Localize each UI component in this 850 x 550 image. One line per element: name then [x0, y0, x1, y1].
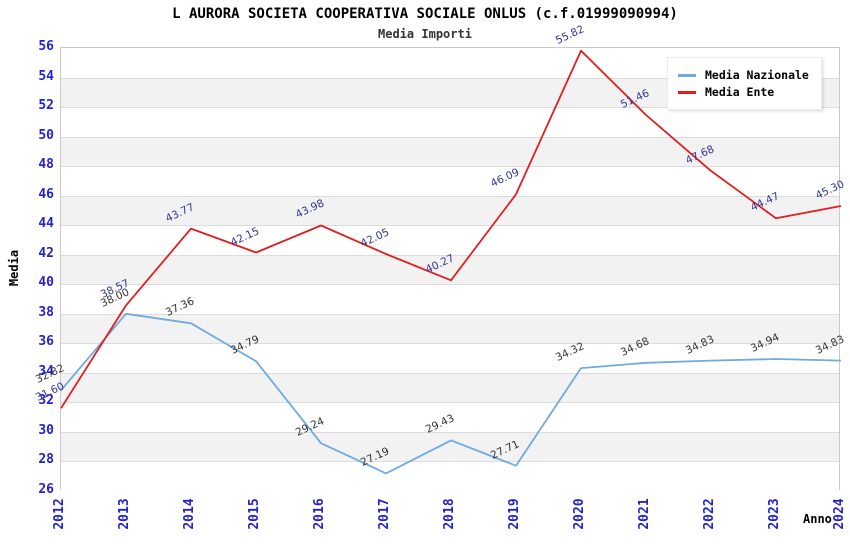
x-tick-label: 2014: [182, 498, 197, 530]
grid-band: [61, 195, 839, 226]
gridline: [61, 343, 839, 345]
x-tick-label: 2022: [702, 498, 717, 530]
gridline: [61, 402, 839, 404]
legend-label: Media Nazionale: [705, 68, 809, 82]
y-tick-label: 52: [38, 98, 54, 114]
x-tick-label: 2018: [442, 498, 457, 530]
legend-item: Media Ente: [678, 85, 809, 99]
chart-subtitle: Media Importi: [378, 27, 472, 41]
series-lines: [60, 49, 842, 475]
gridline: [61, 166, 839, 168]
grid-band: [61, 107, 839, 137]
gridline: [61, 254, 839, 256]
grid-band: [61, 431, 839, 462]
x-tick-label: 2023: [767, 498, 782, 530]
x-tick-label: 2013: [117, 498, 132, 530]
gridline: [61, 225, 839, 227]
y-tick-label: 56: [38, 39, 54, 54]
y-axis-title: Media: [7, 249, 21, 287]
gridline: [61, 313, 839, 315]
legend: Media Nazionale Media Ente: [667, 57, 822, 110]
y-tick-label: 28: [38, 452, 54, 468]
gridline: [61, 284, 839, 286]
grid-band: [61, 166, 839, 196]
x-tick-label: 2017: [377, 498, 392, 530]
gridline: [61, 372, 839, 374]
gridline: [61, 431, 839, 433]
y-tick-label: 40: [38, 275, 54, 291]
y-tick-label: 32: [38, 393, 54, 409]
grid-band: [61, 284, 839, 314]
y-tick-label: 38: [38, 304, 54, 320]
grid-band: [61, 372, 839, 403]
x-tick-label: 2019: [507, 498, 522, 530]
gridline: [61, 461, 839, 463]
grid-band: [61, 313, 839, 344]
series-line-media-ente: [60, 49, 842, 409]
x-tick-label: 2021: [637, 498, 652, 530]
gridline: [61, 136, 839, 138]
y-tick-label: 46: [38, 186, 54, 202]
chart-title: L AURORA SOCIETA COOPERATIVA SOCIALE ONL…: [172, 6, 678, 22]
y-tick-label: 26: [38, 482, 54, 497]
y-tick-label: 42: [38, 245, 54, 261]
y-tick-label: 34: [38, 363, 54, 379]
legend-swatch-icon: [678, 90, 696, 94]
x-tick-label: 2016: [312, 498, 327, 530]
series-line-media-nazionale: [60, 312, 842, 475]
legend-swatch-icon: [678, 73, 696, 77]
grid-band: [61, 136, 839, 167]
legend-label: Media Ente: [705, 85, 775, 99]
grid-band: [61, 461, 839, 491]
y-tick-label: 48: [38, 157, 54, 173]
x-tick-label: 2012: [52, 498, 67, 530]
grid-band: [61, 343, 839, 373]
x-tick-label: 2024: [832, 498, 847, 530]
gridline: [61, 195, 839, 197]
gridline: [61, 77, 839, 79]
x-tick-label: 2020: [572, 498, 587, 530]
x-axis-title: Anno: [803, 512, 832, 526]
grid-band: [61, 402, 839, 432]
y-tick-label: 36: [38, 334, 54, 350]
gridline: [61, 107, 839, 109]
y-tick-label: 54: [38, 68, 54, 84]
x-tick-label: 2015: [247, 498, 262, 530]
y-tick-label: 30: [38, 422, 54, 438]
y-tick-label: 50: [38, 127, 54, 143]
legend-item: Media Nazionale: [678, 68, 809, 82]
plot-area: [60, 47, 842, 491]
y-tick-label: 44: [38, 216, 54, 232]
